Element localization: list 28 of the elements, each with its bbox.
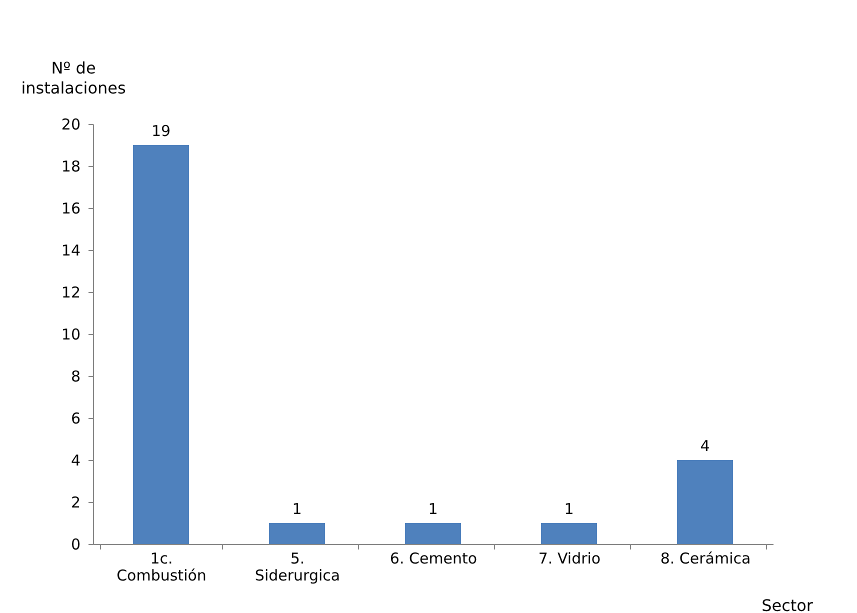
x-tick-label: 6. Cemento	[390, 550, 478, 568]
y-tick-label: 18	[61, 158, 80, 176]
y-tick-label: 8	[70, 368, 80, 386]
y-tick-label: 20	[61, 116, 80, 134]
bar	[405, 523, 461, 544]
bar	[269, 523, 325, 544]
x-tick-label: 7. Vidrio	[538, 550, 601, 568]
y-tick-label: 12	[61, 284, 80, 302]
y-tick-label: 6	[70, 410, 80, 428]
data-label: 19	[151, 122, 171, 140]
y-tick-label: 2	[70, 494, 80, 512]
data-label: 4	[700, 437, 710, 455]
y-tick-label: 0	[70, 536, 80, 554]
data-label: 1	[428, 500, 438, 518]
data-label: 1	[564, 500, 574, 518]
x-tick-label: 5. Siderurgica	[254, 550, 340, 584]
x-axis-title: Sector	[762, 596, 814, 613]
y-tick-label: 4	[70, 452, 80, 470]
y-tick-label: 16	[61, 200, 80, 218]
x-tick-label: 1c. Combustión	[116, 550, 206, 584]
bar	[677, 460, 733, 544]
bar	[133, 145, 189, 544]
y-axis-title: Nº de instalaciones	[21, 58, 126, 98]
y-tick-label: 14	[61, 242, 80, 260]
x-tick-label: 8. Cerámica	[660, 550, 751, 568]
data-label: 1	[292, 500, 302, 518]
bar	[541, 523, 597, 544]
y-tick-label: 10	[61, 326, 80, 344]
